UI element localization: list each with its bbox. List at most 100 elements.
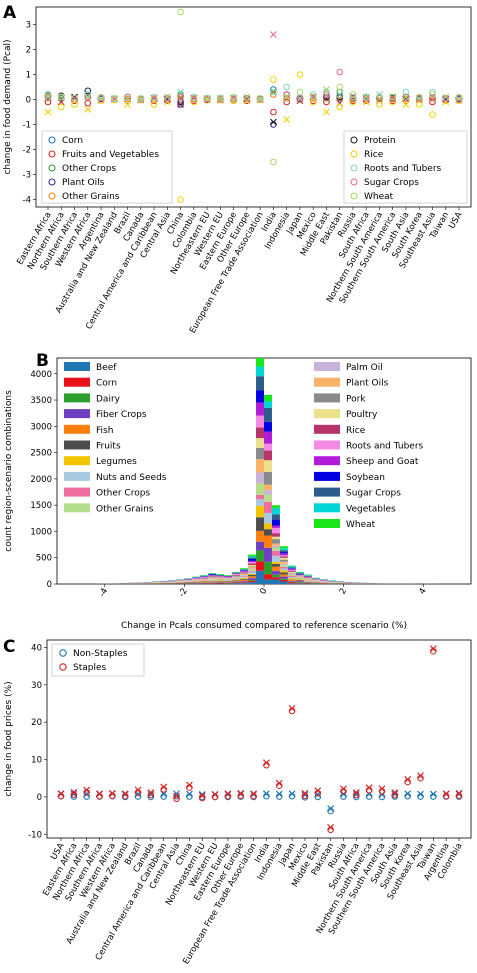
panel-c-point-staples [365, 784, 373, 792]
legend-label: Palm Oil [346, 363, 383, 373]
histogram-bar-segment [279, 556, 288, 558]
histogram-bar-segment [200, 575, 209, 577]
legend-marker [350, 136, 358, 144]
histogram-bar-segment [271, 577, 280, 580]
panel-a-point-wheat [442, 93, 450, 101]
histogram-bar-segment [248, 567, 257, 569]
legend-swatch [314, 362, 340, 371]
panel-a-point-fruits-and-vegetables [243, 97, 251, 105]
legend-label: Other Crops [96, 489, 150, 499]
panel-c-point-non-staples [417, 790, 424, 798]
panel-b-y-tick-label: 1500 [30, 501, 52, 511]
histogram-bar-segment [264, 490, 272, 495]
histogram-bar-segment [208, 577, 217, 579]
histogram-bar-segment [264, 523, 272, 530]
histogram-bar-segment [248, 571, 257, 574]
histogram-bar-segment [271, 571, 280, 575]
histogram-bar-segment [256, 402, 264, 416]
histogram-bar-segment [248, 573, 257, 575]
panel-c-point-staples [57, 790, 65, 798]
panel-c-y-tick-label: 0 [37, 793, 42, 803]
histogram-bar-segment [264, 579, 272, 584]
panel-c-point-staples [327, 823, 335, 831]
panel-c-point-non-staples [391, 790, 399, 798]
legend-label: Staples [73, 663, 107, 673]
histogram-bar-segment [256, 447, 264, 460]
panel-a-point-other-grains [124, 95, 131, 103]
histogram-bar-segment [248, 569, 257, 572]
panel-a-point-plant-oils [402, 94, 410, 102]
histogram-bar-segment [240, 570, 249, 572]
histogram-bar-segment [295, 576, 304, 578]
histogram-bar-segment [256, 366, 264, 377]
histogram-bar-segment [279, 568, 288, 571]
histogram-bar-segment [256, 472, 264, 484]
legend-swatch [64, 393, 90, 403]
histogram-bar-segment [287, 571, 296, 573]
legend-label: Dairy [96, 394, 121, 404]
panel-c-point-non-staples [301, 791, 309, 799]
histogram-bar-segment [256, 358, 264, 367]
panel-c-point-staples [250, 790, 258, 798]
panel-label-a: A [3, 3, 17, 23]
histogram-bar-segment [271, 543, 280, 546]
histogram-bar-segment [287, 582, 296, 584]
histogram-bar-segment [295, 581, 304, 582]
panel-b-y-tick-label: 2000 [30, 475, 52, 485]
histogram-bar-segment [264, 443, 272, 451]
legend-label: Fiber Crops [96, 410, 147, 420]
legend-marker [350, 164, 358, 172]
histogram-bar-segment [271, 536, 280, 540]
panel-a-point-wheat [44, 93, 52, 101]
panel-b-y-tick-label: 2500 [30, 449, 52, 459]
panel-c-point-staples [147, 789, 155, 796]
panel-a-point-rice [44, 108, 52, 116]
histogram-bar-segment [271, 527, 280, 534]
panel-a-point-wheat [402, 93, 410, 101]
histogram-bar-segment [240, 578, 249, 580]
panel-a-point-protein [269, 118, 277, 126]
panel-a-point-wheat [270, 158, 277, 166]
histogram-bar-segment [271, 563, 280, 567]
histogram-bar-segment [264, 535, 272, 548]
histogram-bar-segment [248, 578, 257, 580]
legend-swatch [64, 409, 90, 419]
panel-a-point-sugar-crops [84, 93, 92, 101]
panel-a-point-sugar-crops [110, 95, 118, 103]
histogram-bar-segment [256, 570, 264, 584]
histogram-bar-segment [248, 574, 257, 577]
panel-a-point-wheat [203, 94, 211, 102]
panel-a-point-wheat [110, 94, 118, 102]
histogram-bar-segment [287, 583, 296, 584]
histogram-bar-segment [287, 577, 296, 579]
histogram-bar-segment [240, 571, 249, 573]
panel-a-point-fruits-and-vegetables [429, 98, 436, 106]
legend-label: Legumes [96, 457, 137, 467]
histogram-bar-segment [264, 431, 272, 444]
histogram-bar-segment [256, 494, 264, 500]
panel-b-chart: count region-scenario combinations Chang… [4, 357, 472, 631]
histogram-bar-segment [240, 568, 249, 570]
panel-c-point-staples [83, 786, 91, 794]
histogram-bar-segment [216, 580, 225, 582]
panel-a-y-tick-label: -4 [23, 196, 31, 206]
histogram-bar-segment [279, 553, 288, 556]
panel-c-point-staples [404, 776, 412, 783]
histogram-bar-segment [256, 438, 264, 448]
panel-a-point-roots-and-tubers [270, 88, 277, 96]
legend-marker [350, 192, 358, 200]
panel-a-point-wheat [177, 8, 184, 16]
legend-marker [48, 150, 56, 158]
histogram-bar-segment [208, 576, 217, 577]
legend-label: Poultry [346, 410, 378, 420]
histogram-bar-segment [279, 564, 288, 567]
panel-a-point-sugar-crops [296, 94, 304, 102]
histogram-bar-segment [287, 565, 296, 567]
histogram-bar-segment [287, 573, 296, 576]
legend-label: Fish [96, 426, 113, 436]
histogram-bar-segment [232, 582, 241, 584]
histogram-bar-segment [264, 407, 272, 422]
histogram-bar-segment [248, 568, 257, 570]
panel-a-point-wheat [71, 94, 78, 102]
legend-label: Beef [96, 363, 117, 373]
